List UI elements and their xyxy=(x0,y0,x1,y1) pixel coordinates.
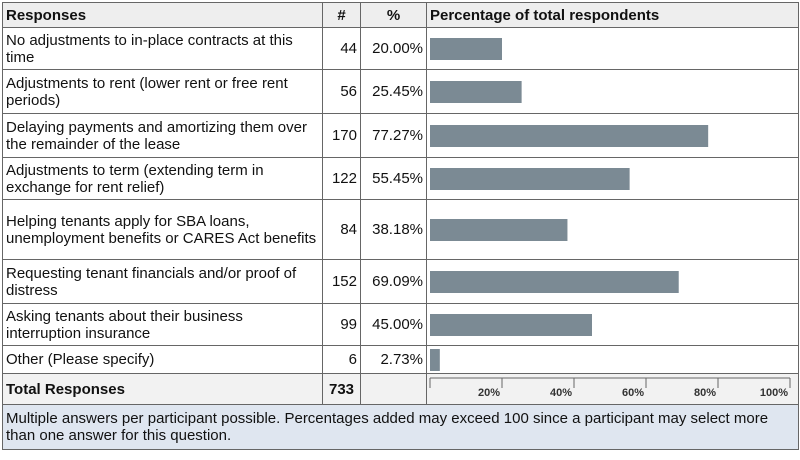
data-row: No adjustments to in-place contracts at … xyxy=(2,27,799,70)
note: Multiple answers per participant possibl… xyxy=(2,404,799,450)
response-label: Other (Please specify) xyxy=(2,345,323,374)
header: % xyxy=(360,2,427,28)
bar-cell xyxy=(426,345,799,374)
bar xyxy=(430,80,522,103)
data-row: Asking tenants about their business inte… xyxy=(2,303,799,346)
bar xyxy=(430,270,679,293)
total-label: Total Responses xyxy=(2,373,323,405)
percent: 38.18% xyxy=(360,199,427,260)
header: Percentage of total respondents xyxy=(426,2,799,28)
response-label: Requesting tenant financials and/or proo… xyxy=(2,259,323,304)
count: 84 xyxy=(322,199,361,260)
axis-cell: 20% 40% 60% 80% 100% xyxy=(426,373,799,405)
total-value: 733 xyxy=(322,373,361,405)
bar-cell xyxy=(426,113,799,158)
percent: 69.09% xyxy=(360,259,427,304)
response-label: Delaying payments and amortizing them ov… xyxy=(2,113,323,158)
header: Responses xyxy=(2,2,323,28)
bar-chart xyxy=(430,218,568,241)
tick-label: 60% xyxy=(622,387,644,399)
bar xyxy=(430,313,592,336)
bar xyxy=(430,167,630,190)
data-row: Adjustments to rent (lower rent or free … xyxy=(2,69,799,114)
response-label: No adjustments to in-place contracts at … xyxy=(2,27,323,70)
data-row: Requesting tenant financials and/or proo… xyxy=(2,259,799,304)
tick-label: 20% xyxy=(478,387,500,399)
response-label: Asking tenants about their business inte… xyxy=(2,303,323,346)
tick-label: 100% xyxy=(760,387,788,399)
response-label: Helping tenants apply for SBA loans, une… xyxy=(2,199,323,260)
bar xyxy=(430,218,568,241)
count: 6 xyxy=(322,345,361,374)
count: 152 xyxy=(322,259,361,304)
percent: 20.00% xyxy=(360,27,427,70)
bar-chart xyxy=(430,348,440,371)
percent: 45.00% xyxy=(360,303,427,346)
percent: 2.73% xyxy=(360,345,427,374)
response-label: Adjustments to term (extending term in e… xyxy=(2,157,323,200)
count: 99 xyxy=(322,303,361,346)
total-row: Total Responses 733 20% 40% 60% 80% 100% xyxy=(2,373,799,405)
bar-chart xyxy=(430,313,592,336)
count: 170 xyxy=(322,113,361,158)
bar-chart xyxy=(430,167,630,190)
bar xyxy=(430,348,440,371)
bar-cell xyxy=(426,303,799,346)
percent: 55.45% xyxy=(360,157,427,200)
bar-chart xyxy=(430,37,502,60)
count: 56 xyxy=(322,69,361,114)
bar-cell xyxy=(426,157,799,200)
bar xyxy=(430,37,502,60)
response-label: Adjustments to rent (lower rent or free … xyxy=(2,69,323,114)
bar-chart xyxy=(430,80,522,103)
bar-cell xyxy=(426,199,799,260)
percent: 77.27% xyxy=(360,113,427,158)
bar xyxy=(430,124,709,147)
data-row: Helping tenants apply for SBA loans, une… xyxy=(2,199,799,260)
count: 122 xyxy=(322,157,361,200)
count: 44 xyxy=(322,27,361,70)
bar-chart xyxy=(430,270,679,293)
axis: 20% 40% 60% 80% 100% xyxy=(429,377,791,399)
data-row: Other (Please specify) 6 2.73% xyxy=(2,345,799,374)
bar-cell xyxy=(426,27,799,70)
tick-label: 40% xyxy=(550,387,572,399)
bar-cell xyxy=(426,69,799,114)
header-row: Responses # % Percentage of total respon… xyxy=(2,2,799,28)
data-row: Delaying payments and amortizing them ov… xyxy=(2,113,799,158)
bar-cell xyxy=(426,259,799,304)
note-row: Multiple answers per participant possibl… xyxy=(2,404,799,450)
header: # xyxy=(322,2,361,28)
percent: 25.45% xyxy=(360,69,427,114)
data-row: Adjustments to term (extending term in e… xyxy=(2,157,799,200)
bar-chart xyxy=(430,124,709,147)
empty xyxy=(360,373,427,405)
tick-label: 80% xyxy=(694,387,716,399)
response-table: Responses # % Percentage of total respon… xyxy=(2,2,799,450)
